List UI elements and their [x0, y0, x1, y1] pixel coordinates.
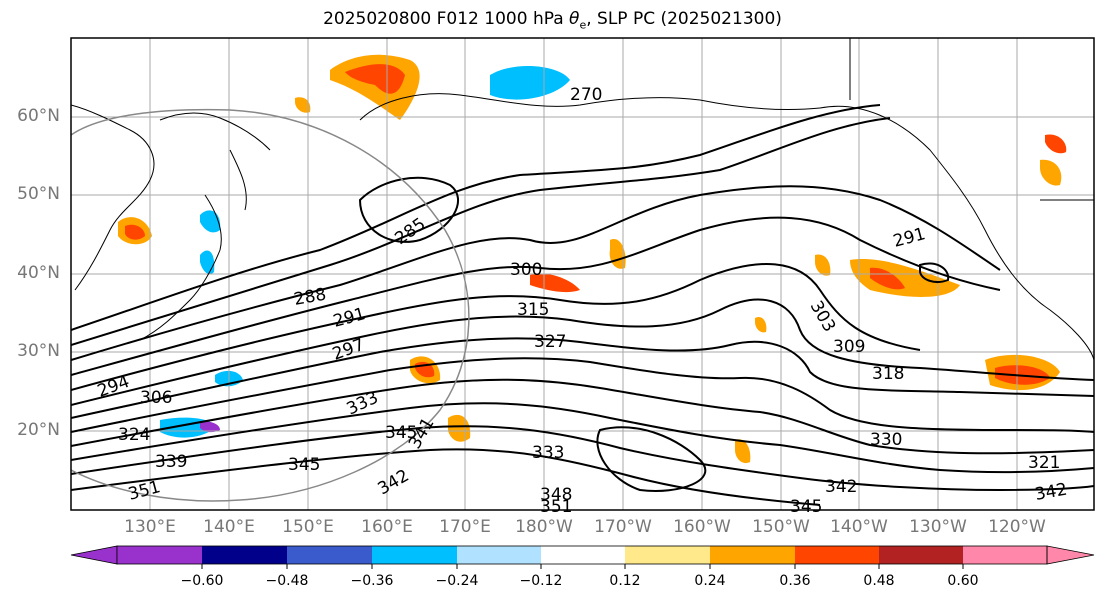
- contour-label: 333: [532, 443, 564, 463]
- contour-label: 300: [510, 260, 542, 280]
- colorbar-tick-label: −0.12: [519, 573, 563, 589]
- contour-label: 297: [330, 335, 367, 365]
- colorbar-segment: [541, 546, 625, 564]
- lat-label: 30°N: [17, 341, 60, 361]
- lon-label: 130°W: [909, 517, 967, 537]
- lat-label: 20°N: [17, 420, 60, 440]
- colorbar-tick-label: 0.36: [779, 573, 811, 589]
- colorbar-segment: [795, 546, 879, 564]
- colorbar-segment: [963, 546, 1047, 564]
- contour-label: 345: [288, 455, 320, 475]
- lon-label: 180°W: [515, 517, 573, 537]
- coastlines: [71, 38, 1094, 361]
- contour-label: 330: [870, 430, 902, 450]
- colorbar-over-triangle: [1046, 545, 1095, 565]
- lat-label: 50°N: [17, 184, 60, 204]
- colorbar-segment: [457, 546, 541, 564]
- contour-label: 342: [1033, 480, 1068, 505]
- lon-label: 170°W: [594, 517, 652, 537]
- contour-label: 324: [118, 425, 150, 445]
- contour-label: 303: [806, 298, 840, 336]
- contour-label: 291: [891, 224, 928, 252]
- colorbar-tick-label: −0.24: [435, 573, 479, 589]
- contour-label: 327: [534, 332, 566, 352]
- contour-label: 315: [517, 300, 549, 320]
- colorbar-tick-label: 0.12: [609, 573, 641, 589]
- colorbar-tick-label: −0.60: [180, 573, 224, 589]
- reference-circle: [71, 108, 470, 502]
- graticule: [71, 38, 1094, 510]
- contour-label: 348: [540, 485, 572, 505]
- colorbar-segment: [710, 546, 795, 564]
- contour-label: 318: [872, 364, 904, 384]
- contour-label: 285: [391, 214, 429, 249]
- contour-label: 309: [833, 337, 865, 357]
- colorbar-segment: [625, 546, 710, 564]
- map-title: 2025020800 F012 1000 hPa θe, SLP PC (202…: [323, 9, 782, 32]
- colorbar-segment: [372, 546, 457, 564]
- contour-label: 306: [140, 388, 172, 408]
- lon-label: 140°E: [203, 517, 255, 537]
- contour-label: 291: [331, 304, 368, 332]
- map-plot-area: [71, 38, 1094, 510]
- plot-frame: [70, 37, 1095, 511]
- colorbar-tick-label: 0.60: [947, 573, 979, 589]
- lon-label: 150°E: [282, 517, 334, 537]
- colorbar-under-triangle: [70, 545, 118, 565]
- colorbar-tick-label: −0.48: [265, 573, 309, 589]
- contour-label: 339: [155, 452, 187, 472]
- lon-label: 160°W: [673, 517, 731, 537]
- contour-label: 345: [790, 497, 822, 517]
- colorbar-segment: [202, 546, 287, 564]
- lat-label: 60°N: [17, 106, 60, 126]
- contour-label: 345: [385, 423, 417, 443]
- colorbar-segment: [879, 546, 963, 564]
- colorbar-tick-label: 0.48: [863, 573, 895, 589]
- colorbar-ticks: [201, 564, 964, 569]
- lon-label: 140°W: [830, 517, 888, 537]
- colorbar-segment: [117, 546, 202, 564]
- lon-label: 160°E: [361, 517, 413, 537]
- colorbar-tick-label: 0.24: [694, 573, 726, 589]
- lon-label: 150°W: [752, 517, 810, 537]
- contour-label: 294: [95, 372, 132, 402]
- colorbar-segment: [287, 546, 372, 564]
- lon-label: 170°E: [439, 517, 491, 537]
- contour-label: 351: [540, 497, 572, 517]
- colorbar-frame: [116, 545, 1048, 565]
- lon-label: 130°E: [124, 517, 176, 537]
- colorbar: [70, 545, 1095, 569]
- contour-label: 321: [1028, 453, 1060, 473]
- anomaly-shading: [118, 54, 1067, 464]
- theta-e-contours: [71, 104, 1094, 506]
- lon-label: 120°W: [988, 517, 1046, 537]
- colorbar-tick-label: −0.36: [350, 573, 394, 589]
- contour-label: 270: [570, 85, 602, 105]
- lat-label: 40°N: [17, 263, 60, 283]
- contour-label: 342: [825, 477, 857, 497]
- contour-label: 342: [375, 466, 413, 500]
- contour-labels: 270 285 288 291 291 294 297 300 303 306 …: [95, 85, 1069, 517]
